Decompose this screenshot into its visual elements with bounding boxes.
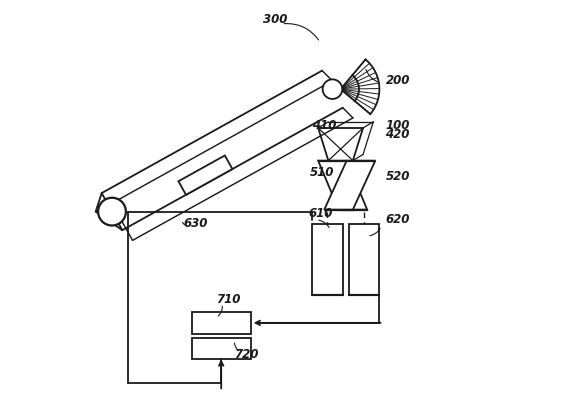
Bar: [192, 312, 251, 334]
Text: 100: 100: [385, 120, 410, 132]
Ellipse shape: [323, 79, 342, 99]
Text: 200: 200: [385, 74, 410, 88]
Polygon shape: [324, 161, 375, 210]
Polygon shape: [318, 161, 367, 210]
Polygon shape: [179, 155, 232, 195]
Text: 720: 720: [235, 348, 259, 361]
Text: 300: 300: [263, 13, 287, 26]
Ellipse shape: [98, 198, 126, 226]
Bar: [349, 224, 379, 296]
Text: 610: 610: [308, 207, 332, 220]
Text: 710: 710: [216, 293, 240, 306]
Text: 520: 520: [385, 171, 410, 183]
Text: 420: 420: [385, 127, 410, 141]
Bar: [192, 338, 251, 358]
Text: 630: 630: [183, 217, 208, 231]
Text: 510: 510: [310, 166, 335, 179]
Text: 410: 410: [312, 120, 336, 132]
Bar: [312, 224, 343, 296]
Text: 620: 620: [385, 213, 410, 226]
